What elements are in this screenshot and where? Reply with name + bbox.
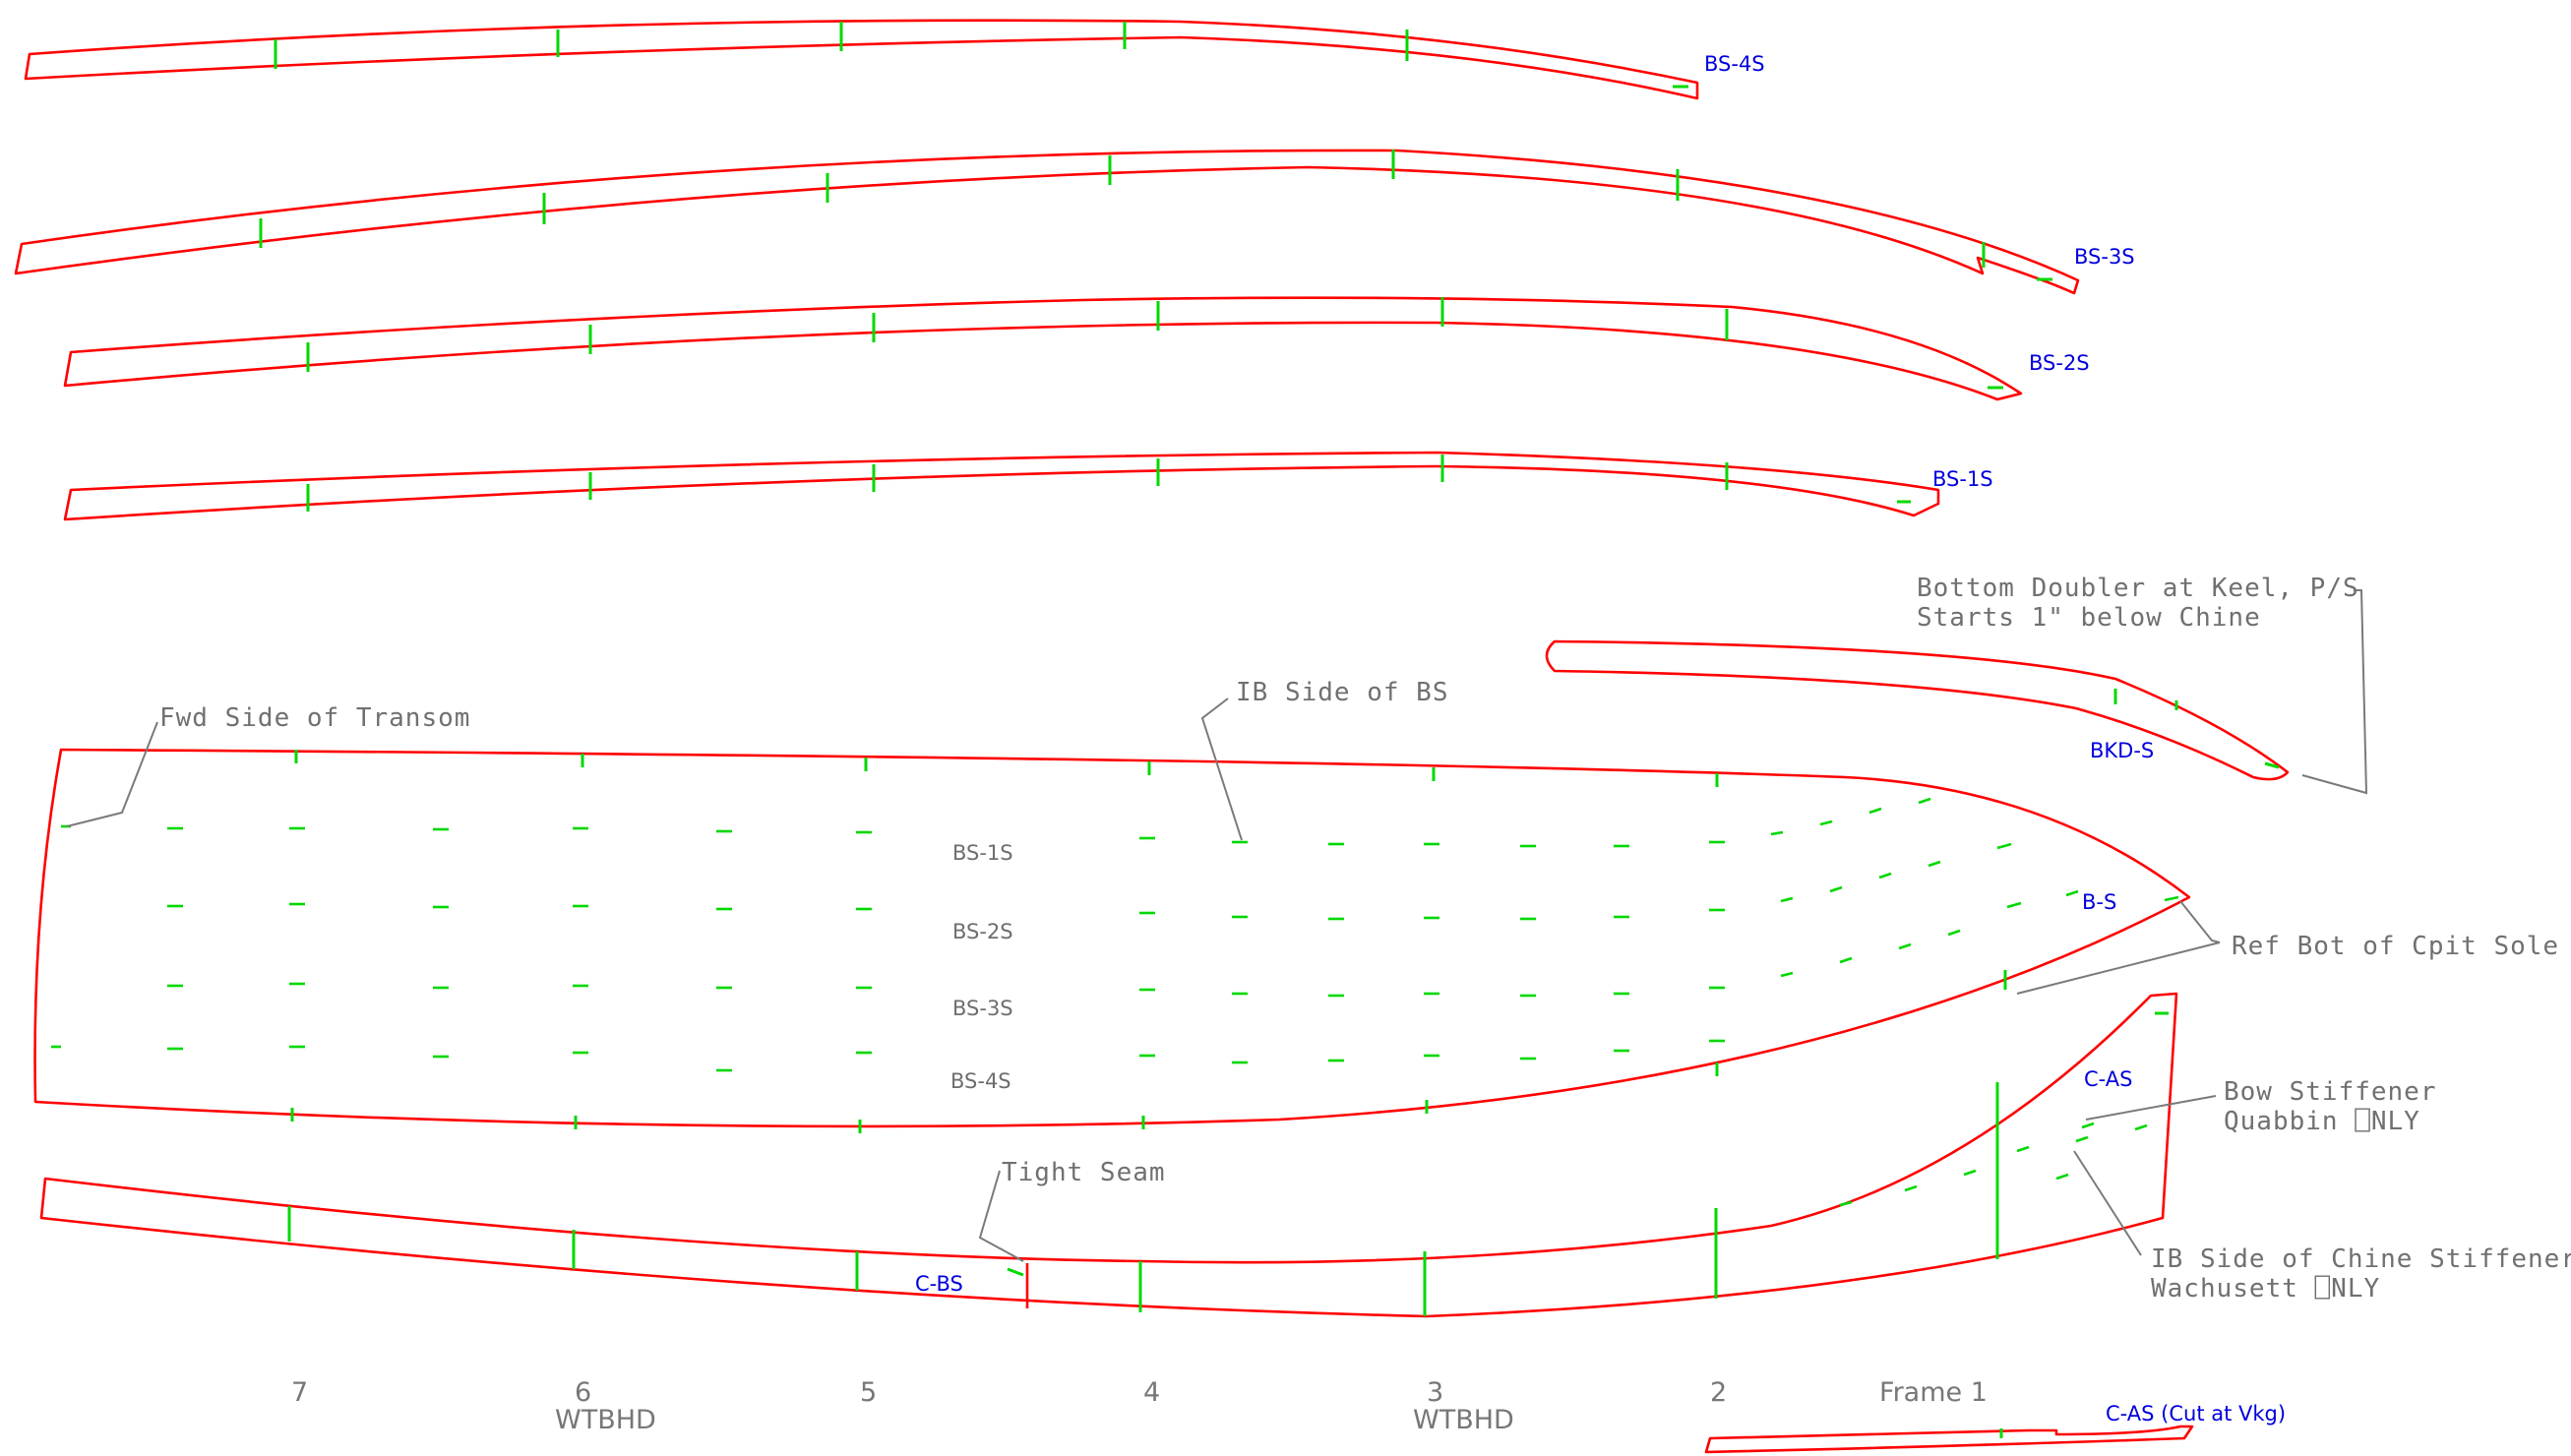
- frame-label-3: 3: [1427, 1377, 1443, 1408]
- label-c-as-cut: C-AS (Cut at Vkg): [2106, 1402, 2286, 1426]
- part-bs-4s: [24, 19, 1699, 100]
- note-bow-stiffener-line1: Bow Stiffener: [2224, 1077, 2437, 1107]
- note-ref-bot-cpit-sole: Ref Bot of Cpit Sole: [2232, 932, 2559, 961]
- leader-lines: [66, 589, 2368, 1262]
- label-bs-4s: BS-4S: [1704, 52, 1765, 76]
- bulkhead-label-frame-6: WTBHD: [555, 1405, 656, 1435]
- frame-label-2: 2: [1710, 1377, 1727, 1408]
- note-fwd-side-transom: Fwd Side of Transom: [159, 703, 470, 733]
- note-chine-stiffener-line1: IB Side of Chine Stiffener: [2151, 1244, 2571, 1274]
- note-tight-seam: Tight Seam: [1002, 1158, 1166, 1187]
- note-chine-stiffener-line2: Wachusett ⎕NLY: [2151, 1274, 2380, 1304]
- part-b-s: [33, 748, 2191, 1133]
- stringer-label-bs-4s: BS-4S: [950, 1069, 1011, 1093]
- station-marks: [306, 297, 2003, 390]
- label-bs-2s: BS-2S: [2029, 351, 2090, 375]
- station-marks: [259, 150, 2052, 281]
- part-bkd-s: [1545, 639, 2290, 781]
- label-bs-1s: BS-1S: [1932, 467, 1993, 491]
- note-bottom-doubler-line2: Starts 1" below Chine: [1917, 603, 2261, 633]
- part-c-as-cut: [1704, 1425, 2194, 1454]
- frame-label-7: 7: [291, 1377, 308, 1408]
- bulkhead-label-frame-3: WTBHD: [1413, 1405, 1514, 1435]
- frame-label-1: Frame 1: [1879, 1377, 1988, 1408]
- station-marks: [306, 455, 1911, 512]
- part-bs-1s: [63, 451, 1940, 521]
- stringer-label-bs-2s: BS-2S: [952, 920, 1013, 943]
- stringer-label-bs-1s: BS-1S: [952, 841, 1013, 865]
- label-c-bs: C-BS: [915, 1272, 963, 1296]
- stringer-ticks: [1839, 1122, 2148, 1207]
- station-marks: [290, 750, 2007, 1133]
- label-c-as: C-AS: [2084, 1067, 2132, 1091]
- label-bkd-s: BKD-S: [2090, 739, 2154, 762]
- station-marks: [274, 22, 1688, 89]
- note-bow-stiffener-line2: Quabbin ⎕NLY: [2224, 1107, 2420, 1136]
- part-bs-2s: [63, 296, 2023, 401]
- part-c-bs: [39, 992, 2178, 1318]
- frame-label-4: 4: [1143, 1377, 1160, 1408]
- part-bs-3s: [14, 149, 2080, 295]
- frame-label-5: 5: [860, 1377, 877, 1408]
- station-marks: [2113, 689, 2280, 769]
- note-ib-side-bs: IB Side of BS: [1236, 678, 1449, 707]
- frame-label-6: 6: [575, 1377, 591, 1408]
- station-marks: [287, 1011, 2169, 1316]
- label-b-s: B-S: [2082, 890, 2116, 914]
- note-bottom-doubler-line1: Bottom Doubler at Keel, P/S: [1917, 574, 2359, 603]
- stringer-label-bs-3s: BS-3S: [952, 997, 1013, 1020]
- stringer-ticks: [51, 797, 2179, 1072]
- label-bs-3s: BS-3S: [2074, 245, 2135, 269]
